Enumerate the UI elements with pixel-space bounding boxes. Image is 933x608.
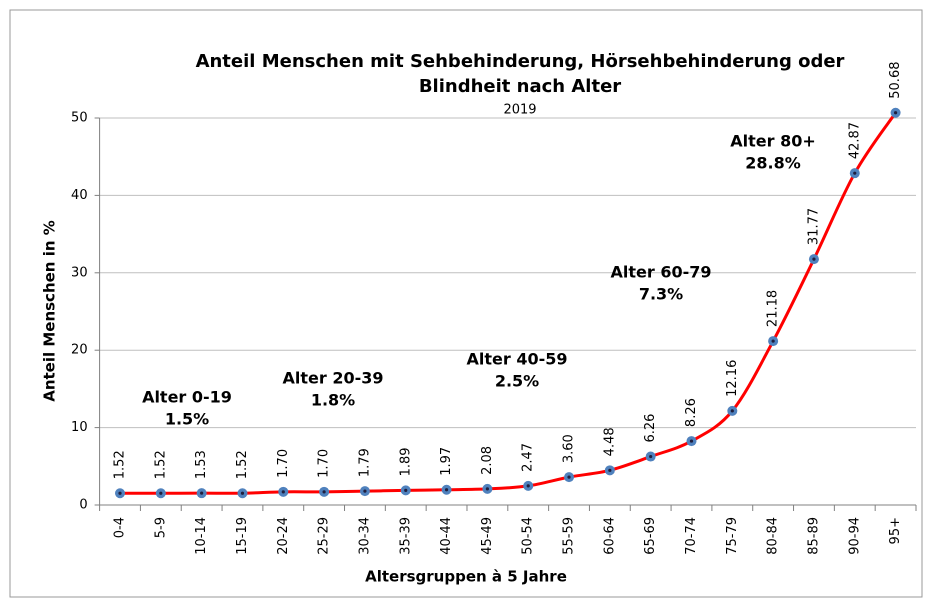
data-label: 12.16 [725,360,740,397]
data-point-center [281,490,285,494]
x-tick-label: 50-54 [521,517,536,555]
annotation: 1.8% [311,391,355,410]
data-label: 1.70 [276,449,291,478]
annotation: Alter 0-19 [142,388,232,407]
x-tick-label: 10-14 [194,517,209,555]
data-label: 2.47 [521,443,536,472]
y-tick-label: 10 [71,420,88,435]
x-tick-label: 90-94 [847,517,862,555]
data-point-center [853,171,857,175]
x-tick-label: 70-74 [684,517,699,555]
data-point-center [649,454,653,459]
y-tick-label: 30 [71,265,88,280]
data-point-center [200,491,204,495]
data-label: 1.89 [398,447,413,476]
x-tick-label: 65-69 [643,517,658,555]
annotation: Alter 40-59 [467,350,568,369]
x-axis-label: Altersgruppen à 5 Jahre [365,568,567,586]
x-tick-label: 75-79 [725,517,740,555]
data-point-center [118,491,122,495]
x-tick-label: 0-4 [113,517,128,538]
y-tick-label: 40 [71,188,88,203]
data-point-center [159,491,163,495]
x-tick-label: 25-29 [317,517,332,555]
x-tick-label: 5-9 [153,517,168,538]
data-point-center [893,111,898,115]
data-point-center [322,490,326,494]
data-label: 1.52 [153,450,168,479]
data-point-center [812,257,816,261]
chart-subtitle: 2019 [503,103,536,118]
x-tick-label: 60-64 [602,517,617,555]
data-label: 1.52 [113,450,128,479]
data-label: 1.79 [357,448,372,477]
data-label: 1.52 [235,450,250,479]
data-label: 42.87 [847,122,862,159]
x-tick-label: 45-49 [480,517,495,555]
x-tick-label: 40-44 [439,517,454,555]
annotation: 2.5% [495,372,539,391]
data-label: 2.08 [480,446,495,475]
x-tick-label: 55-59 [562,517,577,555]
data-point-center [444,488,449,492]
y-tick-label: 50 [71,111,88,126]
annotation: 1.5% [165,410,209,429]
data-label: 31.77 [806,208,821,245]
chart-frame [9,9,923,598]
annotation: 28.8% [745,154,801,173]
x-tick-label: 95+ [888,517,903,544]
x-tick-label: 15-19 [235,517,250,555]
x-tick-label: 20-24 [276,517,291,555]
x-tick-label: 30-34 [357,517,372,555]
data-label: 8.26 [684,398,699,427]
data-label: 4.48 [602,427,617,456]
y-tick-label: 0 [79,498,87,513]
annotation: Alter 80+ [730,132,816,151]
data-label: 50.68 [888,62,903,99]
annotation: Alter 20-39 [283,369,384,388]
data-label: 1.53 [194,450,209,479]
annotation: 7.3% [639,285,683,304]
data-label: 6.26 [643,414,658,443]
x-tick-label: 85-89 [806,517,821,555]
data-point-center [771,339,775,343]
data-label: 1.97 [439,447,454,476]
y-axis-label: Anteil Menschen in % [41,220,59,402]
x-tick-label: 35-39 [398,517,413,555]
annotation: Alter 60-79 [611,263,712,282]
data-point-center [567,475,571,479]
data-point-center [608,468,612,472]
y-tick-label: 20 [71,343,88,358]
chart-title: Anteil Menschen mit Sehbehinderung, Hörs… [196,51,845,72]
data-point-center [730,409,734,413]
data-point-center [526,484,530,488]
data-label: 21.18 [766,290,781,327]
data-point-center [363,489,367,493]
x-tick-label: 80-84 [766,517,781,555]
data-point-center [689,439,694,443]
data-point-center [485,487,489,491]
data-label: 1.70 [317,449,332,478]
data-label: 3.60 [562,434,577,463]
data-point-center [240,491,245,495]
chart-title: Blindheit nach Alter [419,76,621,97]
data-point-center [404,488,408,492]
